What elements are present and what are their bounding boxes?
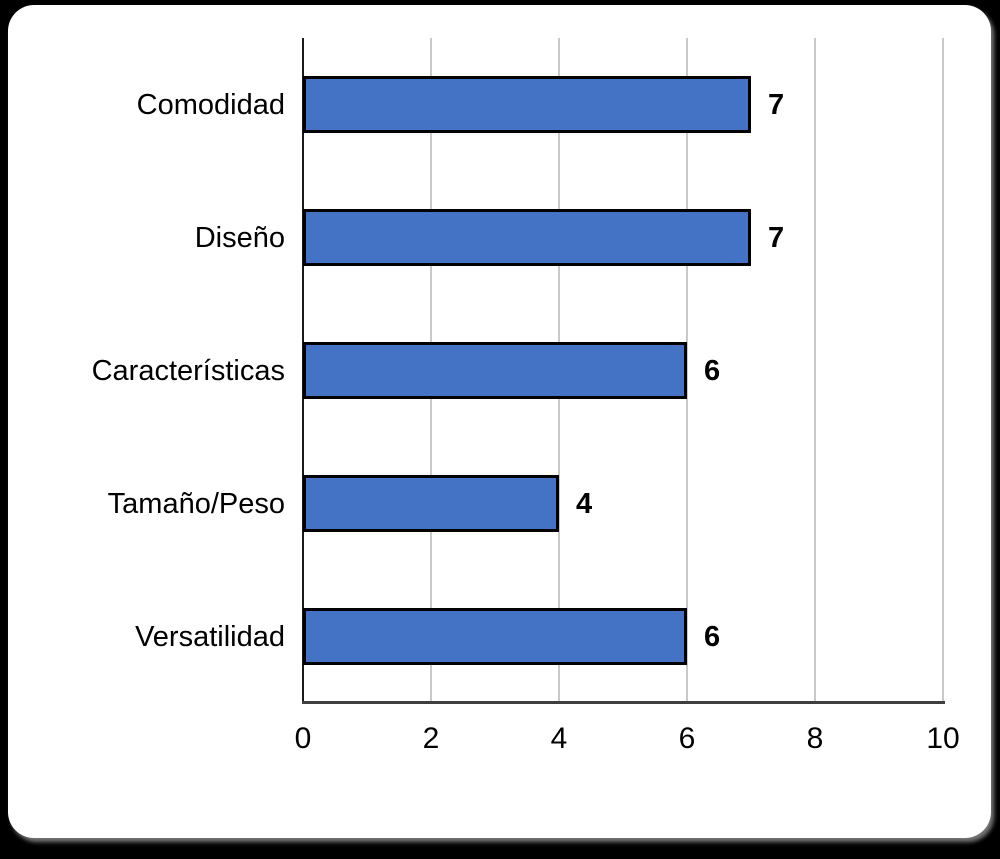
- x-axis-tick-label: 2: [422, 722, 440, 755]
- data-label: 7: [768, 221, 785, 254]
- gridline: [814, 38, 816, 703]
- x-axis-tick-label: 0: [294, 722, 312, 755]
- category-label: Características: [91, 354, 285, 387]
- data-label: 6: [704, 620, 721, 653]
- data-label: 7: [768, 88, 785, 121]
- category-label: Comodidad: [136, 88, 285, 121]
- data-label: 4: [576, 487, 593, 520]
- bar: [303, 608, 687, 665]
- category-label: Diseño: [194, 221, 285, 254]
- x-axis-tick-label: 6: [678, 722, 696, 755]
- gridline: [686, 38, 688, 703]
- category-label: Tamaño/Peso: [107, 487, 285, 520]
- value-axis-line: [302, 701, 945, 704]
- bar: [303, 76, 751, 133]
- gridline: [942, 38, 944, 703]
- chart-card: Comodidad 7 Diseño 7 Características 6 Tamaño/…: [8, 5, 991, 838]
- x-axis-tick-label: 10: [926, 722, 960, 755]
- data-label: 6: [704, 354, 721, 387]
- bar: [303, 342, 687, 399]
- category-label: Versatilidad: [135, 620, 285, 653]
- bar: [303, 209, 751, 266]
- bar: [303, 475, 559, 532]
- x-axis-tick-label: 4: [550, 722, 568, 755]
- bar-chart: Comodidad 7 Diseño 7 Características 6 Tamaño/…: [8, 5, 991, 838]
- x-axis-tick-label: 8: [806, 722, 824, 755]
